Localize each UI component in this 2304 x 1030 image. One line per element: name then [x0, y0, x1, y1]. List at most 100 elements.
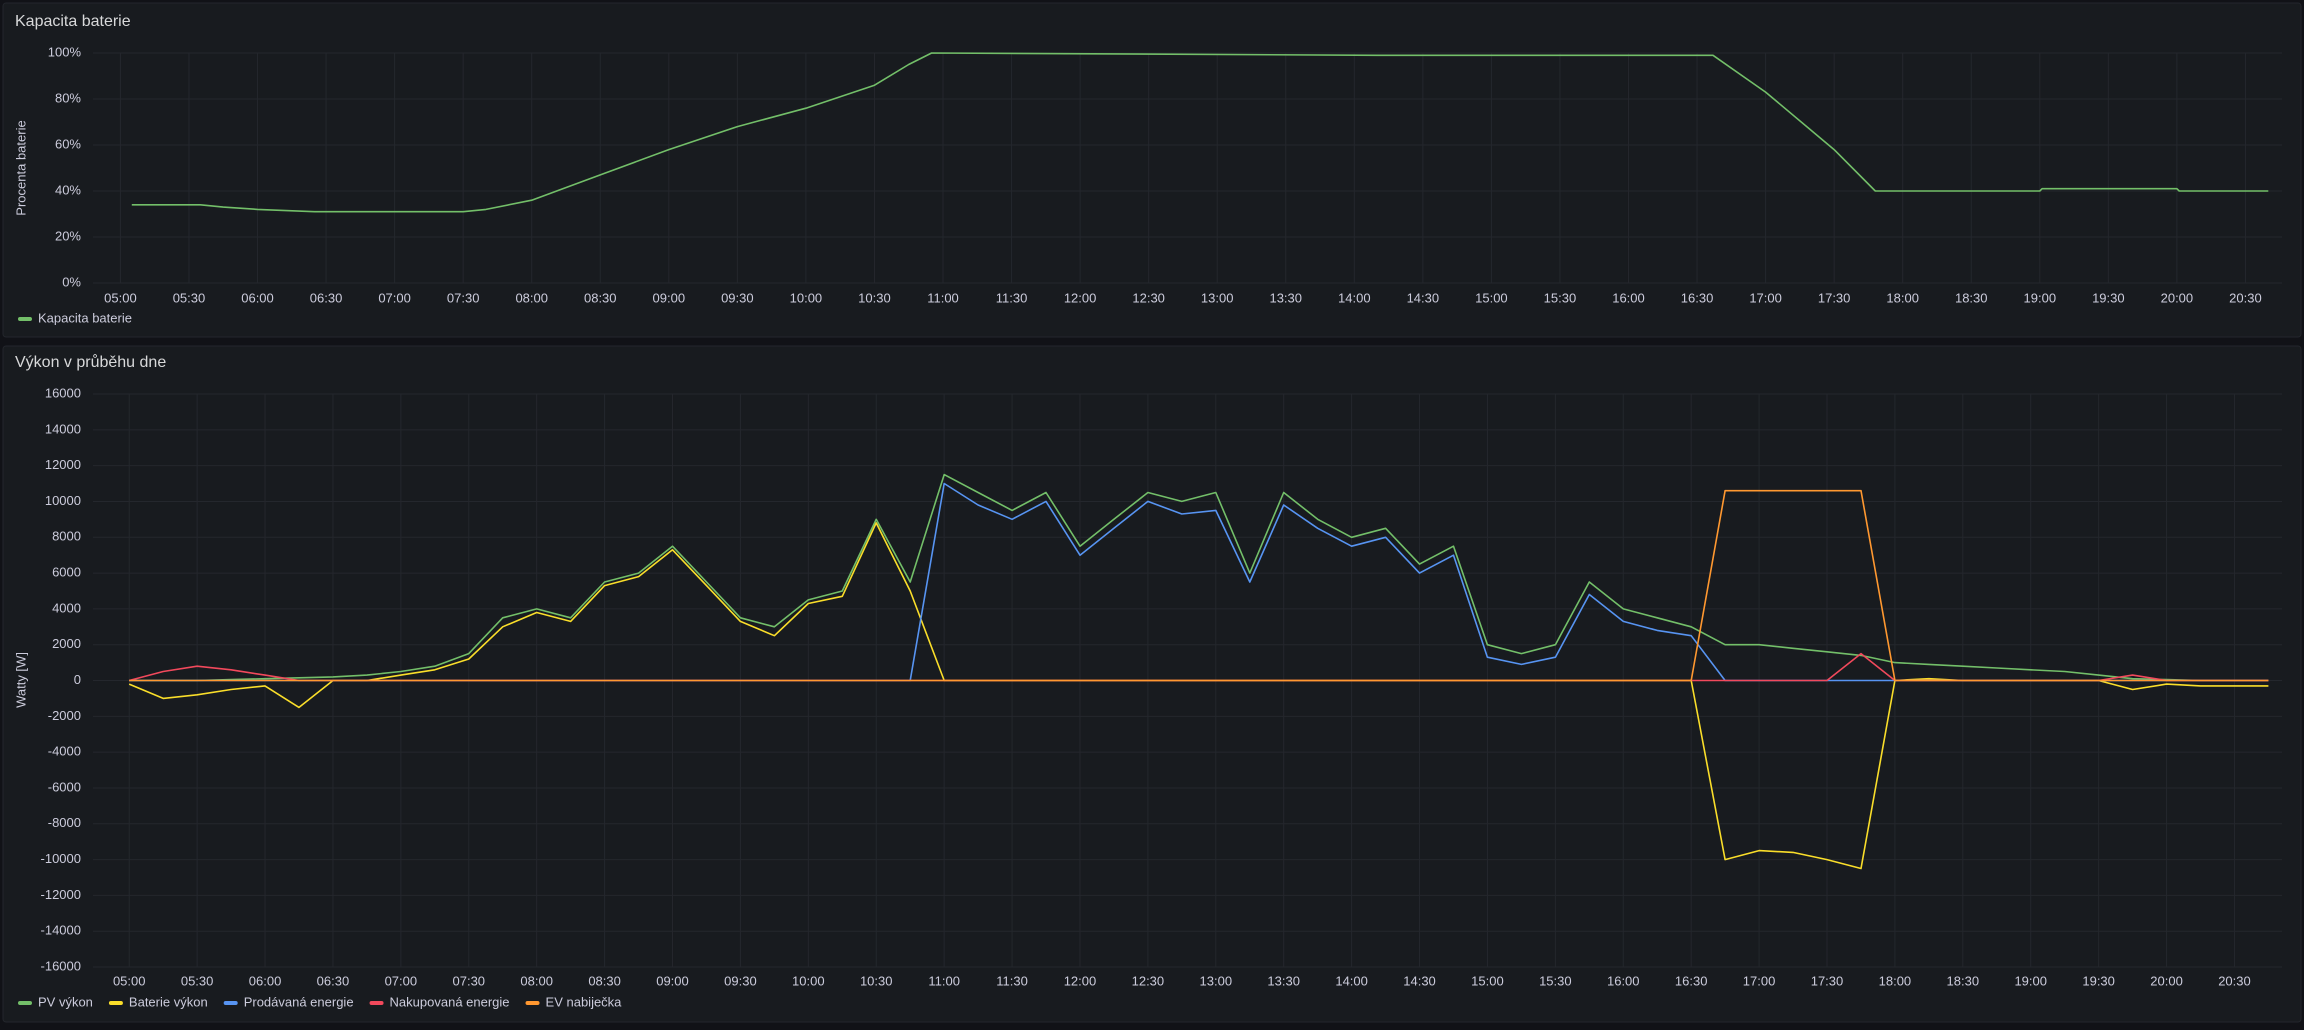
x-tick-label: 06:30	[317, 973, 350, 988]
y-tick-label: 14000	[45, 421, 81, 436]
y-tick-label: 20%	[55, 228, 81, 243]
legend-swatch	[525, 1001, 540, 1005]
x-tick-label: 18:30	[1955, 290, 1988, 305]
x-tick-label: 06:30	[310, 290, 343, 305]
x-tick-label: 09:00	[653, 290, 686, 305]
y-tick-label: 16000	[45, 385, 81, 400]
legend-swatch	[18, 317, 32, 321]
x-tick-label: 08:30	[584, 290, 617, 305]
x-tick-label: 10:30	[860, 973, 893, 988]
legend-label: PV výkon	[38, 994, 93, 1009]
x-tick-label: 19:30	[2092, 290, 2125, 305]
x-tick-label: 11:00	[928, 973, 960, 988]
y-tick-label: -6000	[48, 779, 81, 794]
x-tick-label: 09:00	[656, 973, 689, 988]
panel-title: Výkon v průběhu dne	[15, 353, 166, 371]
x-tick-label: 13:30	[1267, 973, 1300, 988]
y-tick-label: 100%	[48, 44, 82, 59]
x-tick-label: 10:30	[858, 290, 891, 305]
y-tick-label: 8000	[52, 529, 81, 544]
x-tick-label: 07:30	[447, 290, 480, 305]
x-tick-label: 15:30	[1539, 973, 1572, 988]
series-line	[131, 52, 2269, 213]
y-tick-label: -16000	[41, 958, 81, 973]
series-line	[129, 489, 2269, 682]
x-tick-label: 11:30	[996, 290, 1028, 305]
x-tick-label: 11:30	[996, 973, 1028, 988]
y-tick-label: -2000	[48, 708, 81, 723]
legend-label: EV nabiječka	[546, 994, 623, 1009]
legend-swatch	[223, 1001, 238, 1005]
x-tick-label: 17:00	[1749, 290, 1782, 305]
x-tick-label: 13:00	[1201, 290, 1234, 305]
y-tick-label: 4000	[52, 600, 81, 615]
x-tick-label: 17:30	[1811, 973, 1844, 988]
x-tick-label: 16:00	[1612, 290, 1645, 305]
x-tick-label: 09:30	[721, 290, 754, 305]
y-tick-label: -10000	[41, 851, 81, 866]
x-tick-label: 10:00	[790, 290, 823, 305]
x-tick-label: 05:00	[104, 290, 137, 305]
x-tick-label: 16:30	[1675, 973, 1708, 988]
x-tick-label: 15:00	[1471, 973, 1504, 988]
x-tick-label: 06:00	[249, 973, 282, 988]
x-tick-label: 20:00	[2161, 290, 2194, 305]
x-tick-label: 08:30	[588, 973, 621, 988]
x-tick-label: 13:00	[1200, 973, 1233, 988]
x-tick-label: 12:00	[1064, 973, 1097, 988]
x-tick-label: 13:30	[1269, 290, 1302, 305]
y-tick-label: 0%	[62, 274, 81, 289]
y-tick-label: 10000	[45, 493, 81, 508]
x-tick-label: 17:30	[1818, 290, 1851, 305]
panel	[2, 345, 2302, 1023]
x-tick-label: 05:00	[113, 973, 146, 988]
legend-label: Prodávaná energie	[244, 994, 354, 1009]
x-tick-label: 15:00	[1475, 290, 1508, 305]
x-tick-label: 20:30	[2229, 290, 2262, 305]
x-tick-label: 12:00	[1064, 290, 1097, 305]
x-tick-label: 19:00	[2024, 290, 2057, 305]
x-tick-label: 14:30	[1403, 973, 1436, 988]
y-tick-label: 80%	[55, 90, 81, 105]
x-tick-label: 16:30	[1681, 290, 1714, 305]
x-tick-label: 18:30	[1947, 973, 1980, 988]
x-tick-label: 05:30	[173, 290, 206, 305]
x-tick-label: 12:30	[1132, 973, 1165, 988]
x-tick-label: 11:00	[927, 290, 959, 305]
x-tick-label: 06:00	[241, 290, 274, 305]
x-tick-label: 17:00	[1743, 973, 1776, 988]
x-tick-label: 15:30	[1544, 290, 1577, 305]
y-tick-label: -12000	[41, 887, 81, 902]
legend-swatch	[369, 1001, 384, 1005]
x-tick-label: 16:00	[1607, 973, 1640, 988]
x-tick-label: 19:30	[2082, 973, 2115, 988]
legend-swatch	[108, 1001, 123, 1005]
x-tick-label: 12:30	[1132, 290, 1165, 305]
x-tick-label: 05:30	[181, 973, 214, 988]
x-tick-label: 14:30	[1407, 290, 1440, 305]
x-tick-label: 08:00	[520, 973, 553, 988]
y-tick-label: 2000	[52, 636, 81, 651]
y-tick-label: 12000	[45, 457, 81, 472]
x-tick-label: 14:00	[1335, 973, 1368, 988]
x-tick-label: 07:00	[385, 973, 418, 988]
legend-swatch	[18, 1001, 32, 1005]
x-tick-label: 20:00	[2150, 973, 2183, 988]
x-tick-label: 08:00	[515, 290, 548, 305]
panel-title: Kapacita baterie	[15, 13, 131, 30]
legend-label: Kapacita baterie	[38, 310, 132, 325]
legend-label: Nakupovaná energie	[390, 994, 510, 1009]
y-tick-label: -8000	[48, 815, 81, 830]
y-axis-label: Watty [W]	[13, 652, 28, 708]
y-tick-label: 60%	[55, 136, 81, 151]
panel	[2, 2, 2302, 338]
x-tick-label: 09:30	[724, 973, 757, 988]
legend-label: Baterie výkon	[129, 994, 208, 1009]
series-line	[129, 473, 2269, 682]
x-tick-label: 20:30	[2218, 973, 2251, 988]
x-tick-label: 10:00	[792, 973, 825, 988]
y-tick-label: -14000	[41, 923, 81, 938]
x-tick-label: 07:00	[378, 290, 411, 305]
